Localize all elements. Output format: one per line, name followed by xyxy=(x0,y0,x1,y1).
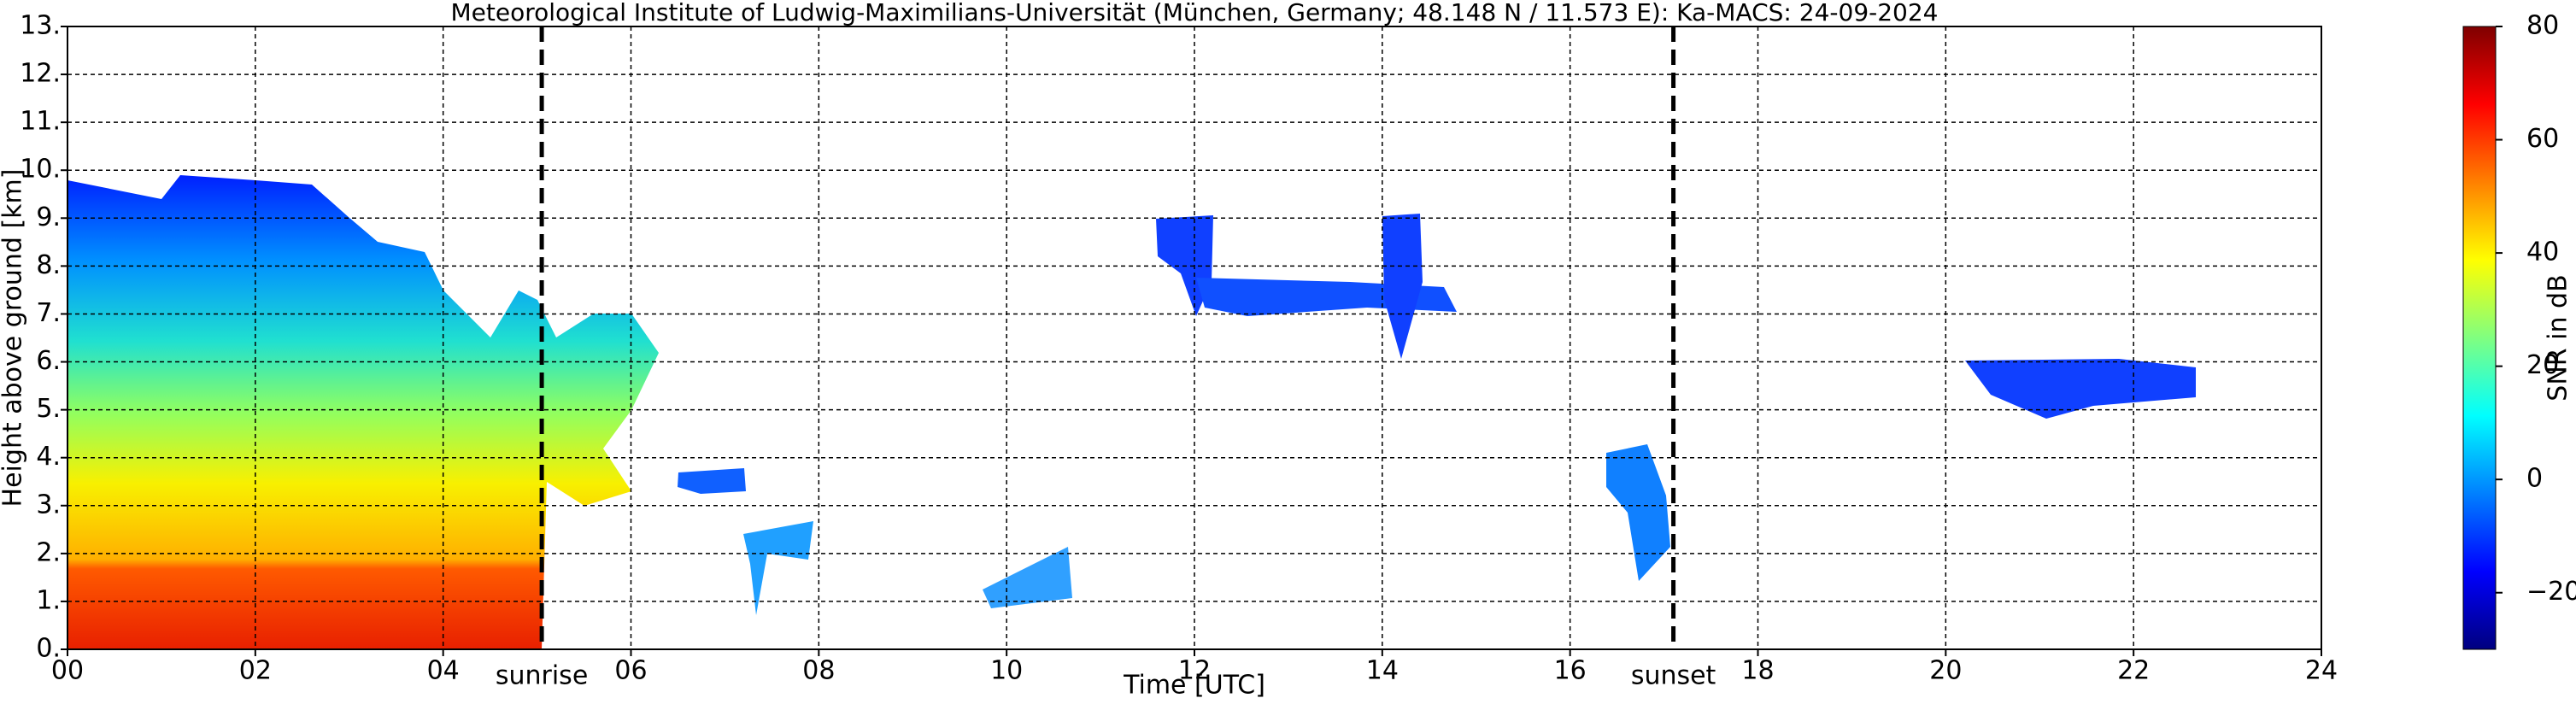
x-tick-label: 14 xyxy=(1366,656,1399,686)
y-tick-label: 7. xyxy=(36,298,61,328)
colorbar xyxy=(2462,26,2497,650)
colorbar-tick-label: 60 xyxy=(2526,124,2559,154)
x-tick-label: 04 xyxy=(427,656,460,686)
x-tick-label: 02 xyxy=(239,656,272,686)
x-tick-label: 22 xyxy=(2117,656,2150,686)
y-tick-label: 2. xyxy=(36,537,61,567)
y-tick-label: 5. xyxy=(36,394,61,424)
plot-frame xyxy=(67,26,2322,650)
cloud xyxy=(1382,214,1423,359)
colorbar-tick-label: 0 xyxy=(2526,464,2543,494)
radar-echo xyxy=(67,175,2196,649)
x-tick-label: 00 xyxy=(51,656,84,686)
y-tick-label: 1. xyxy=(36,585,61,615)
y-tick-label: 13. xyxy=(20,11,61,41)
cloud xyxy=(678,468,746,494)
cloud xyxy=(1606,444,1670,581)
x-tick-label: 24 xyxy=(2305,656,2338,686)
x-axis-label: Time [UTC] xyxy=(1123,671,1265,701)
colorbar-tick-label: −20 xyxy=(2526,577,2576,607)
cloud-main xyxy=(67,175,659,649)
y-tick-label: 8. xyxy=(36,250,61,280)
annotation-label: sunrise xyxy=(496,661,588,691)
cloud xyxy=(743,521,813,615)
x-tick-label: 16 xyxy=(1554,656,1587,686)
y-tick-label: 0. xyxy=(36,634,61,664)
y-tick-label: 4. xyxy=(36,442,61,472)
cloud xyxy=(983,547,1072,608)
y-axis-label: Height above ground [km] xyxy=(0,169,28,507)
y-tick-label: 6. xyxy=(36,346,61,376)
y-tick-label: 12. xyxy=(20,59,61,89)
annotation-label: sunset xyxy=(1631,661,1716,691)
cloud xyxy=(1965,359,2196,419)
y-tick-label: 11. xyxy=(20,107,61,137)
colorbar-tick-label: 80 xyxy=(2526,11,2559,41)
x-tick-label: 08 xyxy=(802,656,835,686)
x-tick-label: 06 xyxy=(614,656,647,686)
colorbar-tick-label: 20 xyxy=(2526,350,2559,380)
colorbar-label: SNR in dB xyxy=(2544,274,2573,401)
colorbar-tick-label: 40 xyxy=(2526,238,2559,267)
x-tick-label: 18 xyxy=(1741,656,1774,686)
chart-title: Meteorological Institute of Ludwig-Maxim… xyxy=(450,0,1938,26)
y-tick-label: 3. xyxy=(36,490,61,519)
x-tick-label: 12 xyxy=(1178,656,1211,686)
x-tick-label: 20 xyxy=(1929,656,1962,686)
y-tick-label: 10. xyxy=(20,155,61,185)
y-tick-label: 9. xyxy=(36,202,61,232)
x-tick-label: 10 xyxy=(990,656,1023,686)
